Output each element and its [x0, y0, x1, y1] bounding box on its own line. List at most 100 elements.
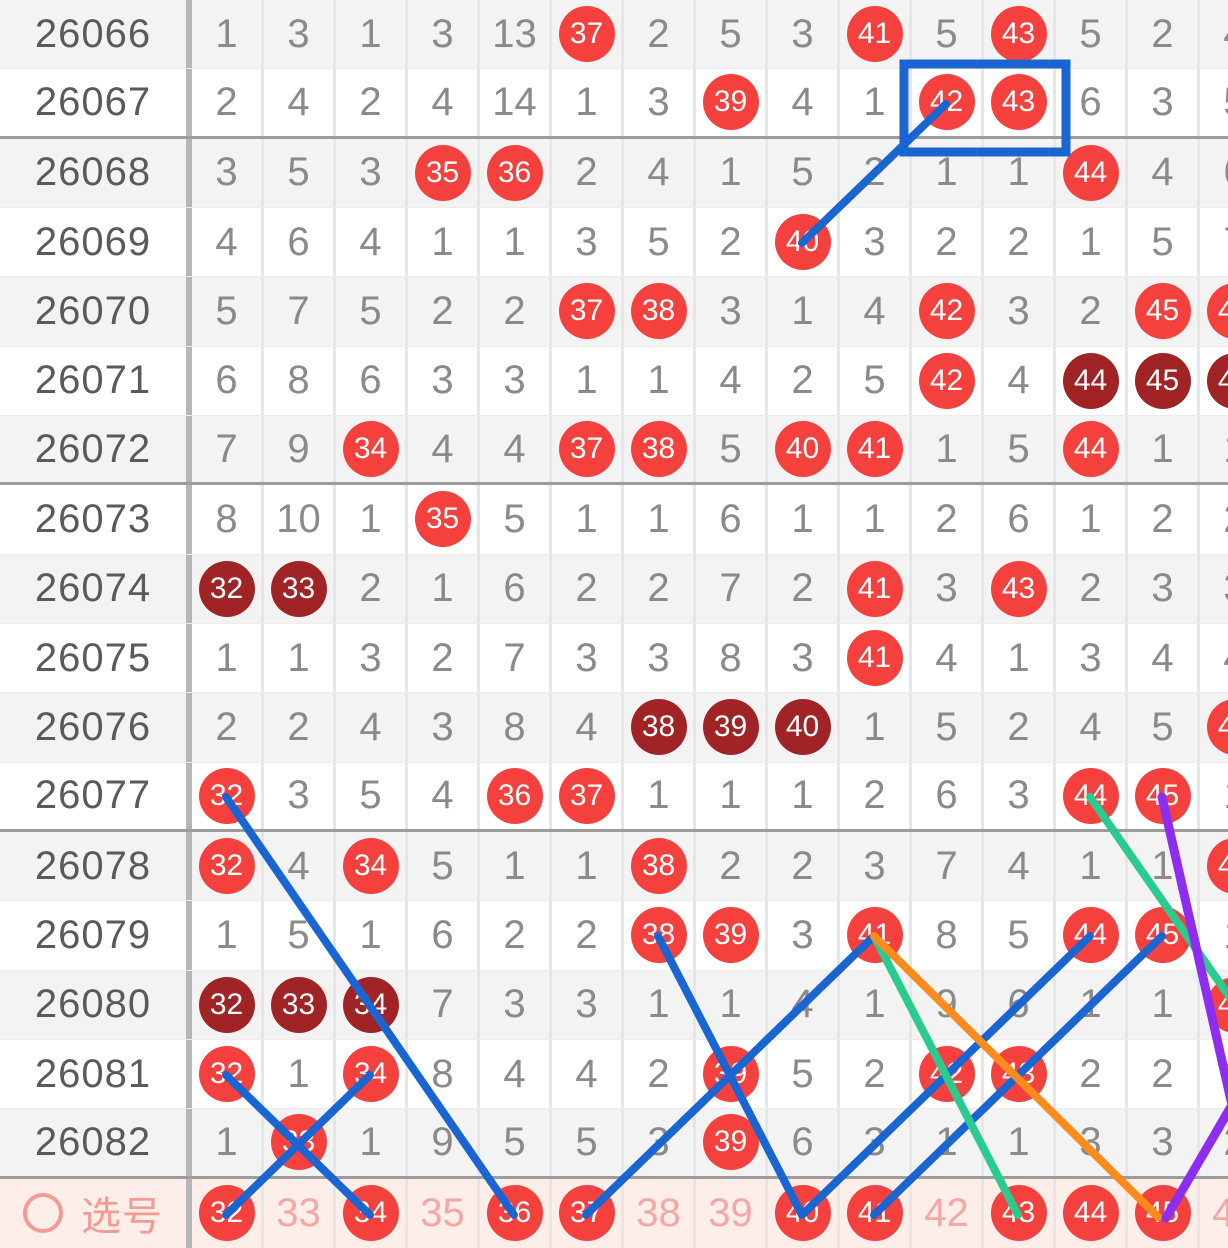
cell-col36: 14 [480, 69, 552, 136]
cell-col32[interactable]: 32 [192, 1178, 264, 1248]
cell-col43[interactable]: 43 [984, 1178, 1056, 1248]
cell-col45: 3 [1128, 69, 1200, 136]
cell-col35: 35 [408, 138, 480, 207]
cell-col43: 43 [984, 0, 1056, 69]
cell-col39: 1 [696, 762, 768, 829]
miss-count: 4 [1223, 636, 1228, 681]
miss-count: 3 [1151, 79, 1174, 124]
cell-col37: 3 [552, 207, 624, 277]
miss-count: 3 [503, 982, 526, 1027]
drawn-ball-36[interactable]: 36 [486, 1185, 543, 1242]
pick-number[interactable]: 46 [1212, 1190, 1228, 1235]
cell-col44: 1 [1056, 970, 1128, 1039]
cell-col36: 4 [480, 415, 552, 483]
miss-count: 4 [1151, 635, 1174, 680]
cell-col45: 45 [1128, 762, 1200, 829]
pick-number[interactable]: 39 [708, 1190, 753, 1235]
cell-col35[interactable]: 35 [408, 1178, 480, 1248]
cell-col42: 2 [912, 207, 984, 277]
cell-col40[interactable]: 40 [768, 1178, 840, 1248]
cell-col35: 1 [408, 554, 480, 623]
cell-col46[interactable]: 46 [1200, 1179, 1228, 1248]
cell-col41[interactable]: 41 [840, 1178, 912, 1248]
drawn-ball-37[interactable]: 37 [558, 1185, 615, 1242]
drawn-ball-38: 38 [630, 421, 687, 478]
drawn-ball-45[interactable]: 45 [1134, 1185, 1191, 1242]
drawn-ball-44: 44 [1062, 352, 1119, 409]
cell-col39[interactable]: 39 [696, 1178, 768, 1248]
miss-count: 1 [359, 912, 382, 957]
drawn-ball-39: 39 [702, 1114, 759, 1171]
drawn-ball-43[interactable]: 43 [990, 1185, 1047, 1242]
miss-count: 6 [935, 773, 958, 818]
select-circle-icon[interactable] [23, 1193, 63, 1234]
drawn-ball-34: 34 [342, 421, 399, 478]
drawn-ball-32: 32 [198, 838, 255, 895]
cell-col39: 39 [696, 901, 768, 970]
drawn-ball-39: 39 [702, 1046, 759, 1103]
cell-col43: 6 [984, 970, 1056, 1039]
drawn-ball-38: 38 [630, 838, 687, 895]
miss-count: 5 [647, 219, 670, 264]
drawn-ball-34: 34 [342, 976, 399, 1033]
miss-count: 5 [503, 496, 526, 541]
drawn-ball-41: 41 [846, 907, 903, 964]
cell-col37[interactable]: 37 [552, 1178, 624, 1248]
cell-col39: 39 [696, 693, 768, 762]
miss-count: 14 [492, 79, 537, 124]
pick-row-header[interactable]: 选号 [0, 1178, 192, 1248]
pick-number[interactable]: 42 [924, 1190, 969, 1235]
cell-col34[interactable]: 34 [336, 1178, 408, 1248]
miss-count: 3 [431, 704, 454, 749]
drawn-ball-37: 37 [558, 283, 615, 340]
miss-count: 3 [647, 79, 670, 124]
drawn-ball-32[interactable]: 32 [198, 1185, 255, 1242]
miss-count: 2 [719, 219, 742, 264]
miss-count: 3 [1079, 635, 1102, 680]
cell-col44[interactable]: 44 [1056, 1178, 1128, 1248]
pick-number[interactable]: 38 [636, 1190, 681, 1235]
cell-col33: 5 [264, 138, 336, 207]
cell-col36[interactable]: 36 [480, 1178, 552, 1248]
cell-col44: 1 [1056, 831, 1128, 901]
miss-count: 2 [1007, 704, 1030, 749]
drawn-ball-34[interactable]: 34 [342, 1185, 399, 1242]
drawn-ball-40[interactable]: 40 [774, 1185, 831, 1242]
cell-col35: 2 [408, 277, 480, 346]
cell-col45: 3 [1128, 554, 1200, 623]
table-row-26081: 2608132134844239524243221 [0, 1039, 1228, 1110]
cell-col35: 3 [408, 693, 480, 762]
cell-col46: 1 [1200, 1040, 1228, 1108]
miss-count: 5 [719, 11, 742, 56]
cell-col33[interactable]: 33 [264, 1178, 336, 1248]
cell-col46: 1 [1200, 763, 1228, 829]
drawn-ball-44[interactable]: 44 [1062, 1185, 1119, 1242]
miss-count: 1 [719, 773, 742, 818]
miss-count: 9 [431, 1119, 454, 1164]
miss-count: 2 [791, 843, 814, 888]
miss-count: 4 [431, 79, 454, 124]
cell-col40: 2 [768, 346, 840, 415]
pick-number[interactable]: 35 [420, 1190, 465, 1235]
miss-count: 3 [863, 219, 886, 264]
pick-number[interactable]: 33 [276, 1190, 321, 1235]
cell-col45[interactable]: 45 [1128, 1178, 1200, 1248]
cell-col34: 34 [336, 831, 408, 901]
miss-count: 3 [575, 635, 598, 680]
drawn-ball-39: 39 [702, 74, 759, 131]
issue-number: 26070 [0, 277, 192, 346]
cell-col45: 3 [1128, 1109, 1200, 1176]
cell-col35: 3 [408, 0, 480, 69]
miss-count: 1 [287, 635, 310, 680]
cell-col46: 1 [1200, 416, 1228, 482]
drawn-ball-42: 42 [918, 74, 975, 131]
cell-col37: 37 [552, 277, 624, 346]
cell-col46: 46 [1200, 971, 1228, 1039]
cell-col42[interactable]: 42 [912, 1178, 984, 1248]
miss-count: 4 [431, 426, 454, 471]
drawn-ball-41[interactable]: 41 [846, 1185, 903, 1242]
cell-col38[interactable]: 38 [624, 1178, 696, 1248]
cell-col37: 1 [552, 69, 624, 136]
cell-col33: 33 [264, 1109, 336, 1176]
